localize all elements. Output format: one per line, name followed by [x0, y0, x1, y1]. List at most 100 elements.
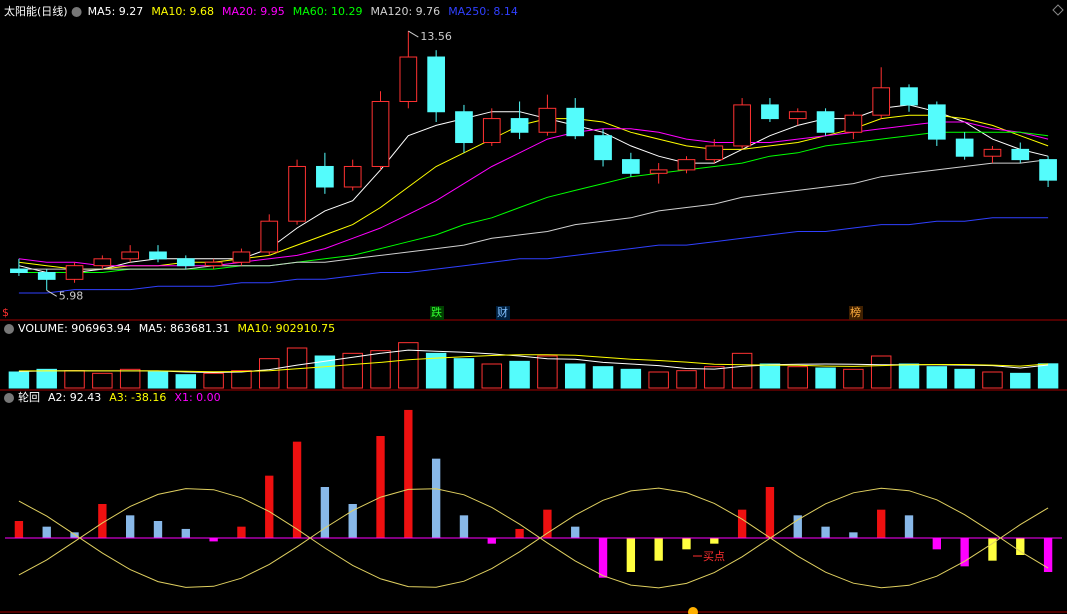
candle-body: [232, 251, 251, 263]
volume-bar: [676, 370, 697, 389]
candle-body: [594, 135, 612, 161]
osc-bar: [70, 532, 79, 538]
osc-bar: [459, 515, 469, 538]
legend-entry: MA60: 10.29: [293, 5, 363, 18]
volume-bar: [92, 372, 113, 389]
marker: 榜: [850, 305, 861, 319]
osc-bar: [904, 515, 914, 538]
volume-bar: [898, 363, 920, 389]
osc-bar: [849, 532, 858, 538]
candle-body: [176, 258, 195, 267]
legend-entry: MA10: 9.68: [151, 5, 214, 18]
ma-line: [18, 354, 1049, 373]
volume-bar: [1010, 372, 1031, 389]
osc-bar: [598, 538, 608, 578]
ma-line: [18, 349, 1049, 374]
volume-bar: [537, 355, 558, 389]
osc-bar: [932, 538, 942, 550]
osc-bar: [543, 509, 552, 538]
legend-entry: MA5: 9.27: [88, 5, 144, 18]
candle-body: [872, 87, 891, 116]
volume-bar: [342, 352, 363, 389]
low-label: 5.98: [59, 289, 83, 302]
volume-bar: [147, 371, 169, 389]
osc-bar: [960, 538, 969, 567]
candle-body: [204, 261, 223, 267]
marker-box: [430, 306, 444, 320]
volume-bar: [203, 372, 224, 389]
volume-bar: [926, 366, 948, 389]
volume-bar: [648, 371, 669, 389]
osc-bar: [1043, 538, 1053, 572]
volume-bar: [843, 368, 864, 389]
candle-body: [1039, 159, 1057, 181]
volume-bar: [175, 374, 197, 389]
volume-bar: [870, 355, 892, 389]
volume-bar: [759, 363, 781, 389]
volume-bar: [64, 370, 85, 389]
osc-bar: [404, 409, 413, 538]
legend-entry: X1: 0.00: [174, 391, 220, 404]
candle-body: [149, 251, 167, 260]
candle-body: [955, 138, 974, 157]
volume-bar: [453, 358, 475, 389]
marker-box: [849, 306, 863, 320]
volume-bar: [398, 342, 419, 389]
legend-entry: A3: -38.16: [109, 391, 166, 404]
candle-body: [65, 265, 84, 280]
candle-body: [900, 87, 918, 106]
legend-entry: MA20: 9.95: [222, 5, 285, 18]
scroll-indicator: [688, 607, 698, 614]
osc-bar: [348, 504, 357, 538]
osc-bar: [265, 475, 274, 538]
volume-bar: [8, 371, 30, 389]
osc-bar: [98, 504, 107, 538]
legend-entry: MA5: 863681.31: [139, 322, 230, 335]
panel-title: 轮回: [18, 390, 40, 404]
osc-bar: [42, 526, 51, 538]
volume-bar: [982, 371, 1003, 389]
candle-body: [455, 111, 473, 144]
candle-body: [260, 220, 279, 253]
osc-bar: [877, 509, 886, 538]
ma-line: [18, 217, 1049, 294]
volume-bar: [36, 368, 57, 389]
expand-icon[interactable]: [1052, 4, 1064, 16]
candle-body: [1011, 148, 1030, 161]
osc-bar: [431, 458, 441, 538]
candle-body: [316, 165, 334, 188]
legend-entry: MA120: 9.76: [370, 5, 440, 18]
candle-body: [844, 114, 863, 133]
volume-bar: [787, 366, 808, 389]
legend-entry: A2: 92.43: [48, 391, 101, 404]
volume-bar: [425, 352, 447, 389]
candle-body: [622, 159, 640, 174]
osc-bar: [737, 509, 747, 538]
volume-bar: [592, 366, 614, 389]
osc-bar: [821, 526, 830, 538]
ma-line: [18, 487, 1049, 589]
osc-bar: [988, 538, 997, 561]
panel-title: VOLUME: 906963.94: [18, 322, 131, 335]
osc-bar: [487, 538, 496, 544]
volume-bar: [815, 367, 836, 389]
osc-bar: [153, 521, 163, 538]
marker: 财: [497, 305, 508, 319]
candle-body: [288, 165, 306, 222]
osc-bar: [710, 538, 719, 544]
candle-body: [816, 111, 835, 133]
candle-body: [677, 159, 696, 171]
marker: $: [2, 306, 9, 319]
ma-line: [18, 131, 1049, 273]
osc-bar: [682, 538, 691, 550]
volume-bar: [119, 368, 141, 389]
candle-body: [427, 56, 445, 113]
volume-bar: [231, 370, 252, 389]
volume-bar: [1037, 363, 1059, 389]
ma-line: [18, 487, 1049, 589]
candle-body: [761, 104, 779, 120]
candle-body: [705, 145, 724, 161]
candle-body: [10, 268, 28, 274]
candle-body: [649, 169, 668, 174]
candle-body: [510, 118, 529, 133]
